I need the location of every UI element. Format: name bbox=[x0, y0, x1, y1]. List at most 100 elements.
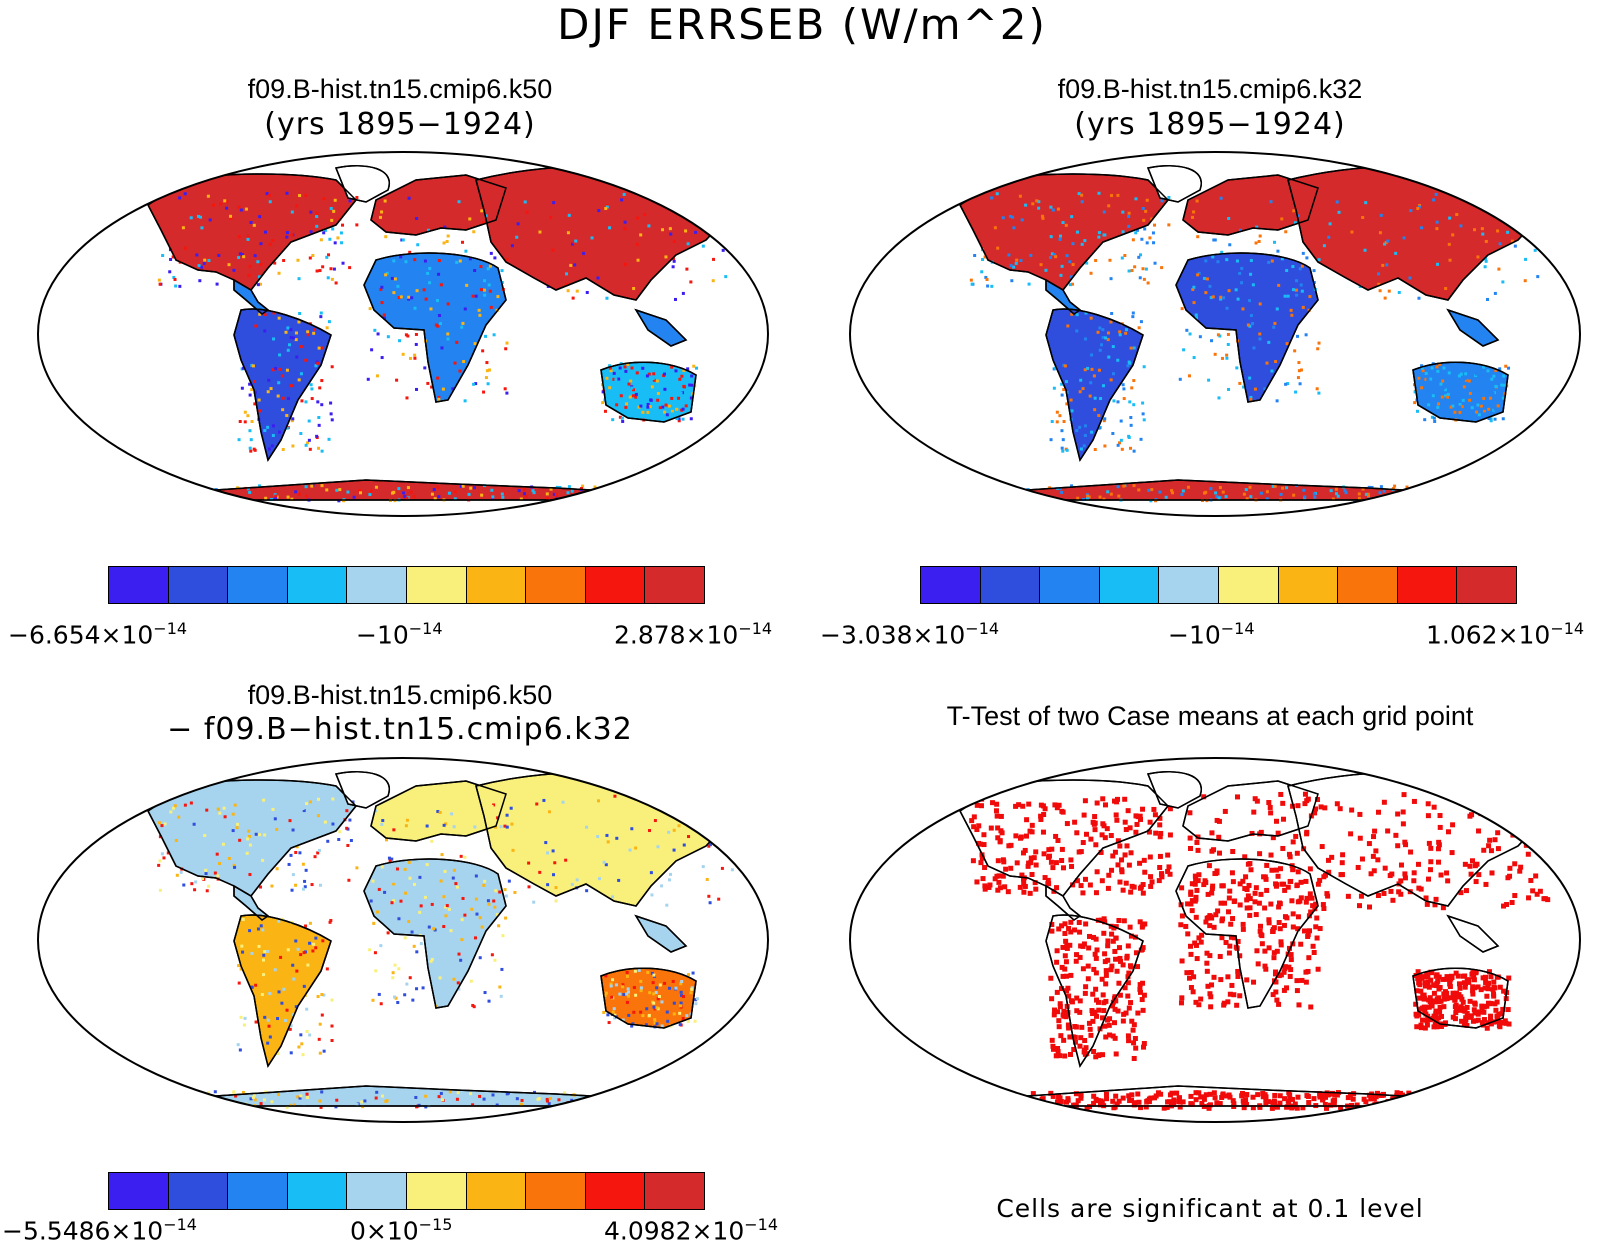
grid-cell bbox=[1191, 215, 1195, 219]
grid-cell bbox=[1310, 943, 1316, 949]
grid-cell bbox=[689, 396, 693, 400]
grid-cell bbox=[1367, 494, 1371, 498]
grid-cell bbox=[1080, 200, 1084, 204]
grid-cell bbox=[158, 282, 162, 286]
grid-cell bbox=[1065, 985, 1071, 991]
grid-cell bbox=[430, 902, 434, 906]
grid-cell bbox=[1227, 289, 1231, 293]
grid-cell bbox=[1188, 901, 1194, 907]
grid-cell bbox=[1305, 932, 1311, 938]
grid-cell bbox=[1488, 1016, 1494, 1022]
grid-cell bbox=[1200, 1094, 1206, 1100]
grid-cell bbox=[221, 842, 225, 846]
grid-cell bbox=[1087, 933, 1093, 939]
grid-cell bbox=[1110, 194, 1114, 198]
grid-cell bbox=[1049, 996, 1055, 1002]
grid-cell bbox=[688, 383, 692, 387]
grid-cell bbox=[1101, 328, 1105, 332]
grid-cell bbox=[1112, 948, 1118, 954]
grid-cell bbox=[555, 494, 559, 498]
grid-cell bbox=[298, 194, 302, 198]
grid-cell bbox=[214, 834, 218, 838]
grid-cell bbox=[1281, 969, 1287, 975]
grid-cell bbox=[454, 882, 458, 886]
grid-cell bbox=[442, 823, 446, 827]
colorbar-swatch bbox=[1338, 567, 1398, 603]
grid-cell bbox=[304, 358, 308, 362]
grid-cell bbox=[1439, 1090, 1445, 1096]
grid-cell bbox=[1480, 195, 1484, 199]
grid-cell bbox=[1055, 410, 1059, 414]
grid-cell bbox=[1286, 382, 1290, 386]
grid-cell bbox=[1280, 816, 1286, 822]
grid-cell bbox=[1350, 230, 1354, 234]
grid-cell bbox=[672, 848, 676, 852]
grid-cell bbox=[1048, 859, 1054, 865]
grid-cell bbox=[1145, 241, 1149, 245]
panel-ttest-note: Cells are significant at 0.1 level bbox=[996, 1194, 1424, 1223]
grid-cell bbox=[542, 798, 546, 802]
grid-cell bbox=[1271, 955, 1277, 961]
grid-cell bbox=[1089, 381, 1093, 385]
grid-cell bbox=[327, 253, 331, 257]
grid-cell bbox=[442, 241, 446, 245]
grid-cell bbox=[655, 1006, 659, 1010]
grid-cell bbox=[1141, 412, 1145, 416]
grid-cell bbox=[407, 297, 411, 301]
grid-cell bbox=[454, 973, 458, 977]
grid-cell bbox=[1197, 271, 1201, 275]
grid-cell bbox=[1394, 1090, 1400, 1096]
grid-cell bbox=[1406, 1090, 1412, 1096]
grid-cell bbox=[1486, 369, 1490, 373]
grid-cell bbox=[1482, 365, 1486, 369]
grid-cell bbox=[1128, 400, 1132, 404]
grid-cell bbox=[291, 417, 295, 421]
grid-cell bbox=[1379, 213, 1383, 217]
grid-cell bbox=[685, 267, 689, 271]
grid-cell bbox=[310, 883, 314, 887]
grid-cell bbox=[246, 837, 250, 841]
grid-cell bbox=[1439, 382, 1443, 386]
grid-cell bbox=[415, 950, 419, 954]
grid-cell bbox=[1459, 1018, 1465, 1024]
grid-cell bbox=[1366, 1092, 1372, 1098]
grid-cell bbox=[1026, 860, 1032, 866]
grid-cell bbox=[1547, 794, 1553, 800]
grid-cell bbox=[1267, 260, 1271, 264]
grid-cell bbox=[1262, 963, 1268, 969]
grid-cell bbox=[1143, 227, 1147, 231]
grid-cell bbox=[253, 1098, 257, 1102]
grid-cell bbox=[614, 388, 618, 392]
grid-cell bbox=[307, 419, 311, 423]
grid-cell bbox=[1325, 1092, 1331, 1098]
grid-cell bbox=[1366, 841, 1372, 847]
grid-cell bbox=[1052, 253, 1056, 257]
grid-cell bbox=[291, 963, 295, 967]
grid-cell bbox=[628, 395, 632, 399]
grid-cell bbox=[1069, 999, 1075, 1005]
grid-cell bbox=[1373, 848, 1379, 854]
grid-cell bbox=[652, 1005, 656, 1009]
grid-cell bbox=[1524, 257, 1528, 261]
grid-cell bbox=[504, 916, 508, 920]
grid-cell bbox=[1010, 279, 1014, 283]
grid-cell bbox=[701, 865, 705, 869]
grid-cell bbox=[485, 369, 489, 373]
grid-cell bbox=[1284, 230, 1288, 234]
grid-cell bbox=[285, 368, 289, 372]
grid-cell bbox=[1414, 1095, 1420, 1101]
grid-cell bbox=[304, 868, 308, 872]
grid-cell bbox=[411, 998, 415, 1002]
grid-cell bbox=[1357, 492, 1361, 496]
colorbar-swatch bbox=[1099, 567, 1160, 603]
grid-cell bbox=[1480, 404, 1484, 408]
grid-cell bbox=[1049, 438, 1053, 442]
grid-cell bbox=[1195, 878, 1201, 884]
grid-cell bbox=[720, 866, 724, 870]
grid-cell bbox=[1129, 423, 1133, 427]
grid-cell bbox=[1450, 822, 1456, 828]
grid-cell bbox=[1468, 871, 1474, 877]
grid-cell bbox=[1185, 328, 1189, 332]
grid-cell bbox=[1217, 396, 1221, 400]
grid-cell bbox=[328, 920, 332, 924]
